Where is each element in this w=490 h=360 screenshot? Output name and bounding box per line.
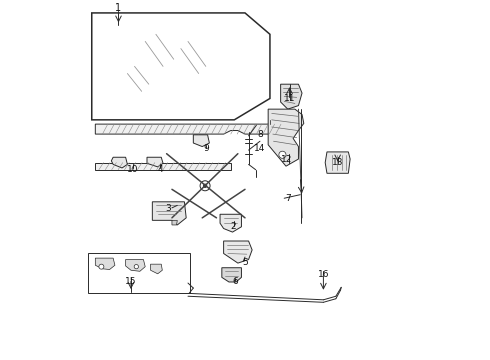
Polygon shape (172, 220, 177, 225)
Text: 11: 11 (284, 94, 295, 103)
Polygon shape (220, 214, 242, 232)
Polygon shape (222, 268, 242, 282)
Text: 16: 16 (318, 270, 329, 279)
Text: 15: 15 (125, 278, 137, 287)
Circle shape (203, 184, 207, 188)
Circle shape (99, 264, 104, 269)
Text: 10: 10 (127, 165, 139, 174)
Text: 6: 6 (232, 278, 238, 287)
Text: 13: 13 (332, 158, 343, 167)
Polygon shape (96, 163, 231, 170)
Text: 7: 7 (285, 194, 291, 203)
Circle shape (134, 265, 139, 269)
Polygon shape (150, 264, 162, 274)
Text: 14: 14 (254, 144, 266, 153)
Text: 12: 12 (281, 154, 293, 163)
Polygon shape (194, 135, 209, 147)
Text: 9: 9 (203, 144, 209, 153)
Polygon shape (281, 84, 302, 109)
Text: 2: 2 (231, 222, 236, 231)
Polygon shape (152, 202, 186, 225)
Polygon shape (147, 157, 163, 167)
Polygon shape (125, 260, 145, 271)
Polygon shape (268, 109, 304, 166)
Circle shape (279, 151, 286, 158)
Polygon shape (223, 241, 252, 263)
Circle shape (200, 181, 210, 191)
Text: 1: 1 (116, 3, 122, 13)
Polygon shape (96, 258, 115, 270)
Polygon shape (325, 152, 350, 173)
Polygon shape (96, 124, 281, 134)
Text: 8: 8 (257, 130, 263, 139)
Text: 3: 3 (166, 204, 171, 213)
Text: 5: 5 (242, 258, 248, 267)
Polygon shape (111, 157, 127, 168)
Text: 4: 4 (157, 165, 163, 174)
